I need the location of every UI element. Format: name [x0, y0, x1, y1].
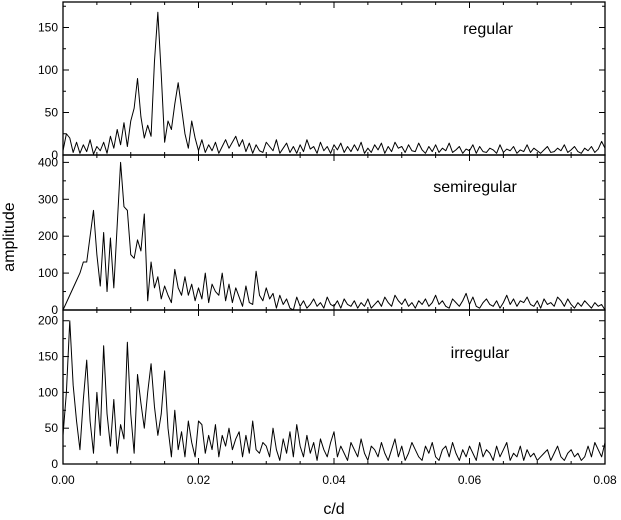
- y-tick-label: 150: [38, 350, 58, 364]
- x-axis-label: c/d: [323, 501, 344, 518]
- x-axis: 0.00 0.02 0.04 0.06 0.08: [51, 473, 617, 487]
- panel-regular: 0 50 100 150 regular: [38, 1, 606, 162]
- y-tick-label: 0: [51, 148, 58, 162]
- y-tick-label: 0: [51, 457, 58, 471]
- x-tick-label: 0.00: [51, 473, 75, 487]
- panel-title: semiregular: [433, 179, 517, 196]
- panel-title: regular: [463, 21, 513, 38]
- y-tick-label: 50: [45, 421, 59, 435]
- y-tick-label: 200: [38, 314, 58, 328]
- panel-frame: [62, 1, 606, 156]
- x-tick-label: 0.02: [187, 473, 211, 487]
- panel-irregular: 0 50 100 150 200 irregular: [38, 309, 606, 471]
- panel-title: irregular: [451, 345, 510, 362]
- panel-frame: [62, 154, 606, 311]
- y-tick-label: 50: [45, 106, 59, 120]
- series-line-regular: [62, 11, 606, 155]
- y-tick-label: 300: [38, 192, 58, 206]
- y-tick-label: 0: [51, 303, 58, 317]
- y-tick-label: 150: [38, 21, 58, 35]
- series-line-semiregular: [62, 161, 606, 311]
- panel-frame: [62, 309, 606, 465]
- y-tick-label: 100: [38, 266, 58, 280]
- y-tick-label: 100: [38, 63, 58, 77]
- x-tick-label: 0.06: [458, 473, 482, 487]
- panel-semiregular: 0 100 200 300 400 semiregular: [38, 154, 606, 317]
- y-axis-label: amplitude: [1, 202, 18, 271]
- x-tick-label: 0.04: [322, 473, 346, 487]
- y-tick-label: 400: [38, 155, 58, 169]
- y-tick-label: 200: [38, 229, 58, 243]
- panels-layer: 0 50 100 150 regular 0 100 200 300 400 semiregular…: [38, 1, 606, 471]
- x-tick-label: 0.08: [593, 473, 617, 487]
- y-tick-label: 100: [38, 385, 58, 399]
- series-line-irregular: [62, 320, 606, 461]
